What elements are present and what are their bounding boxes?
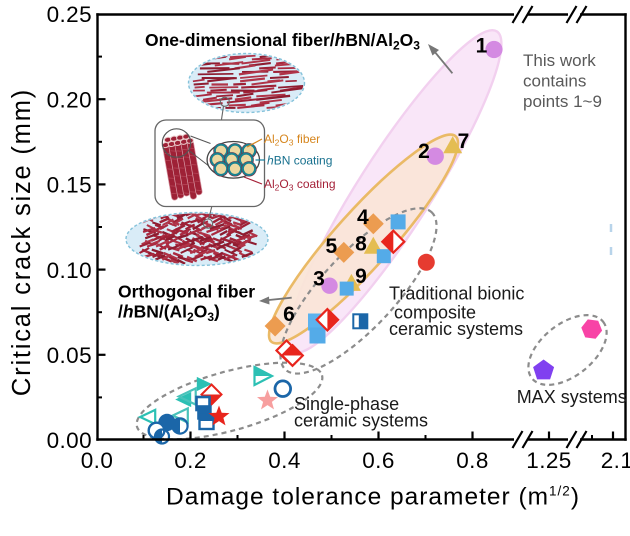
svg-text:1.25: 1.25 xyxy=(526,448,571,473)
svg-text:0.6: 0.6 xyxy=(362,448,394,473)
svg-text:6: 6 xyxy=(283,303,295,326)
svg-text:Al2O3 coating: Al2O3 coating xyxy=(264,177,336,193)
svg-text:4: 4 xyxy=(357,206,369,229)
svg-text:One-dimensional fiber/hBN/Al2O: One-dimensional fiber/hBN/Al2O3 xyxy=(145,30,420,53)
svg-text:1: 1 xyxy=(476,34,488,57)
svg-text:5: 5 xyxy=(326,235,338,258)
svg-text:Single-phase: Single-phase xyxy=(294,394,399,414)
svg-text:contains: contains xyxy=(523,71,586,90)
svg-text:Traditional bionic: Traditional bionic xyxy=(389,284,524,304)
svg-text:Critical crack size (mm): Critical crack size (mm) xyxy=(8,88,36,396)
svg-text:Damage tolerance parameter (m1: Damage tolerance parameter (m1/2) xyxy=(166,484,580,511)
svg-text:0.05: 0.05 xyxy=(47,343,92,368)
svg-text:0.0: 0.0 xyxy=(81,448,113,473)
svg-text:hBN coating: hBN coating xyxy=(267,154,332,168)
svg-text:ceramic systems: ceramic systems xyxy=(294,410,428,430)
svg-text:/hBN/(Al2O3): /hBN/(Al2O3) xyxy=(118,302,220,325)
svg-text:2.1: 2.1 xyxy=(601,448,630,473)
svg-text:Orthogonal fiber: Orthogonal fiber xyxy=(118,282,255,302)
svg-text:0.10: 0.10 xyxy=(47,258,92,283)
svg-text:8: 8 xyxy=(355,233,367,256)
svg-text:points 1~9: points 1~9 xyxy=(523,92,602,111)
svg-text:0.8: 0.8 xyxy=(456,448,488,473)
svg-text:0.15: 0.15 xyxy=(47,173,92,198)
svg-text:7: 7 xyxy=(458,130,470,153)
svg-text:0.25: 0.25 xyxy=(47,2,92,27)
svg-text:2: 2 xyxy=(418,140,430,163)
svg-text:composite: composite xyxy=(394,303,476,323)
svg-text:0.20: 0.20 xyxy=(47,87,92,112)
svg-text:3: 3 xyxy=(313,268,325,291)
svg-text:9: 9 xyxy=(355,265,367,288)
svg-text:0.00: 0.00 xyxy=(47,428,92,453)
svg-text:0.4: 0.4 xyxy=(268,448,300,473)
svg-text:MAX systems: MAX systems xyxy=(517,387,627,407)
svg-text:ceramic systems: ceramic systems xyxy=(389,319,523,339)
svg-text:0.2: 0.2 xyxy=(174,448,206,473)
svg-text:This work: This work xyxy=(523,51,596,70)
